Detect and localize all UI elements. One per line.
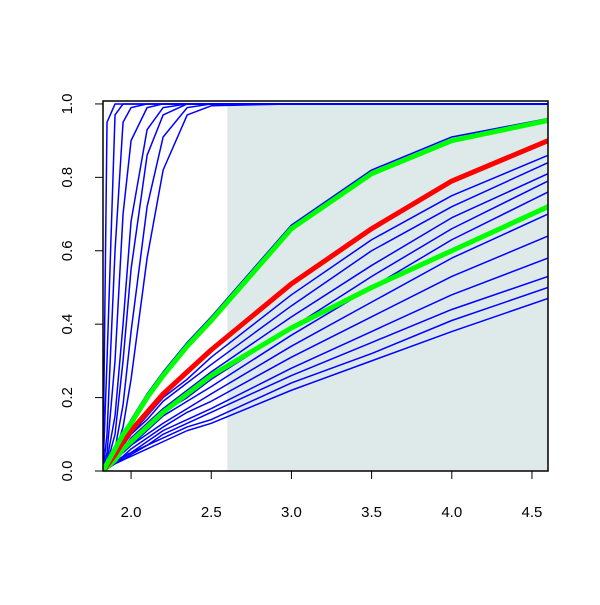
series-line (103, 204, 548, 471)
y-tick-label: 0.0 (59, 461, 76, 482)
y-tick-label: 0.4 (59, 314, 76, 335)
x-tick-label: 3.0 (281, 504, 302, 521)
x-tick-label: 4.0 (441, 504, 462, 521)
x-tick-label: 4.5 (522, 504, 543, 521)
series-line (103, 117, 548, 471)
x-tick-label: 3.5 (361, 504, 382, 521)
y-tick-label: 1.0 (59, 94, 76, 115)
x-tick-label: 2.5 (201, 504, 222, 521)
series-line (103, 297, 548, 471)
series-line (103, 138, 548, 471)
y-tick-label: 0.8 (59, 167, 76, 188)
y-tick-label: 0.2 (59, 387, 76, 408)
x-tick-label: 2.0 (121, 504, 142, 521)
plot-frame (102, 100, 549, 472)
y-tick-label: 0.6 (59, 240, 76, 261)
